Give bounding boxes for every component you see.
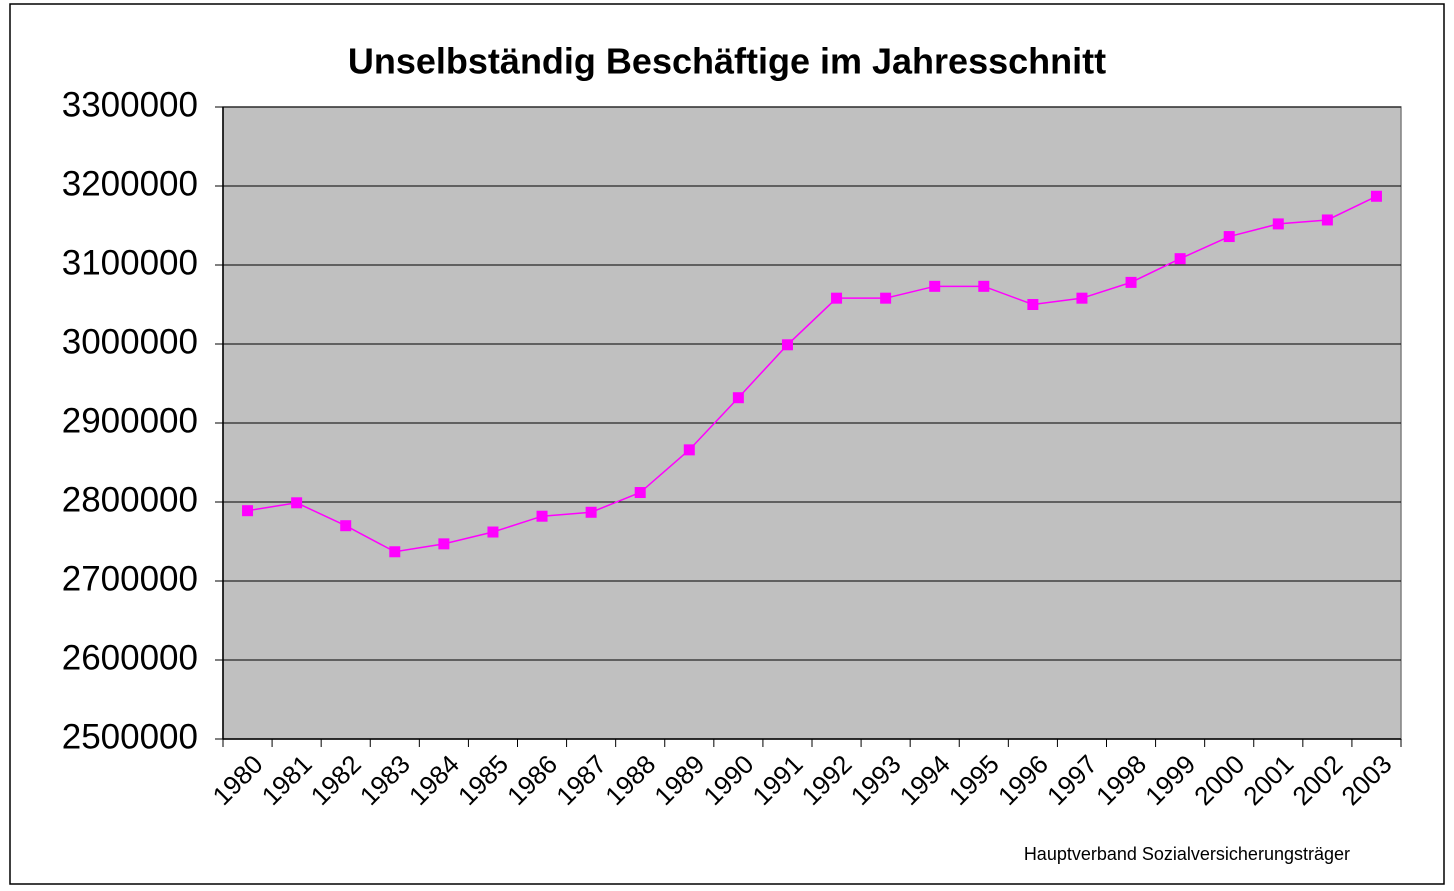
data-line (247, 195, 1377, 553)
y-tick-label: 3100000 (62, 243, 198, 282)
data-marker (585, 506, 597, 518)
data-marker (978, 280, 990, 292)
data-marker (1370, 190, 1382, 202)
data-marker (929, 280, 941, 292)
data-marker (1272, 218, 1284, 230)
source-note: Hauptverband Sozialversicherungsträger (1024, 844, 1350, 864)
chart-title: Unselbständig Beschäftige im Jahresschni… (348, 41, 1106, 82)
data-marker (683, 444, 695, 456)
y-tick-label: 2800000 (62, 480, 198, 519)
data-marker (880, 292, 892, 304)
data-marker (536, 510, 548, 522)
data-marker (1125, 276, 1137, 288)
data-marker (389, 546, 401, 558)
data-marker (1076, 292, 1088, 304)
data-marker (634, 487, 646, 499)
data-marker (1174, 253, 1186, 265)
data-marker (242, 505, 254, 517)
data-marker (487, 526, 499, 538)
y-tick-label: 2500000 (62, 717, 198, 756)
y-tick-label: 3300000 (62, 85, 198, 124)
data-marker (291, 497, 303, 509)
data-marker (438, 538, 450, 550)
data-marker (781, 339, 793, 351)
data-marker (1321, 214, 1333, 226)
y-tick-label: 2900000 (62, 401, 198, 440)
y-tick-label: 2700000 (62, 559, 198, 598)
data-marker (831, 292, 843, 304)
data-marker (1027, 299, 1039, 310)
y-tick-label: 2600000 (62, 638, 198, 677)
y-tick-label: 3200000 (62, 164, 198, 203)
data-marker (340, 520, 352, 532)
data-marker (732, 392, 744, 404)
data-marker (1223, 231, 1235, 243)
y-tick-label: 3000000 (62, 322, 198, 361)
